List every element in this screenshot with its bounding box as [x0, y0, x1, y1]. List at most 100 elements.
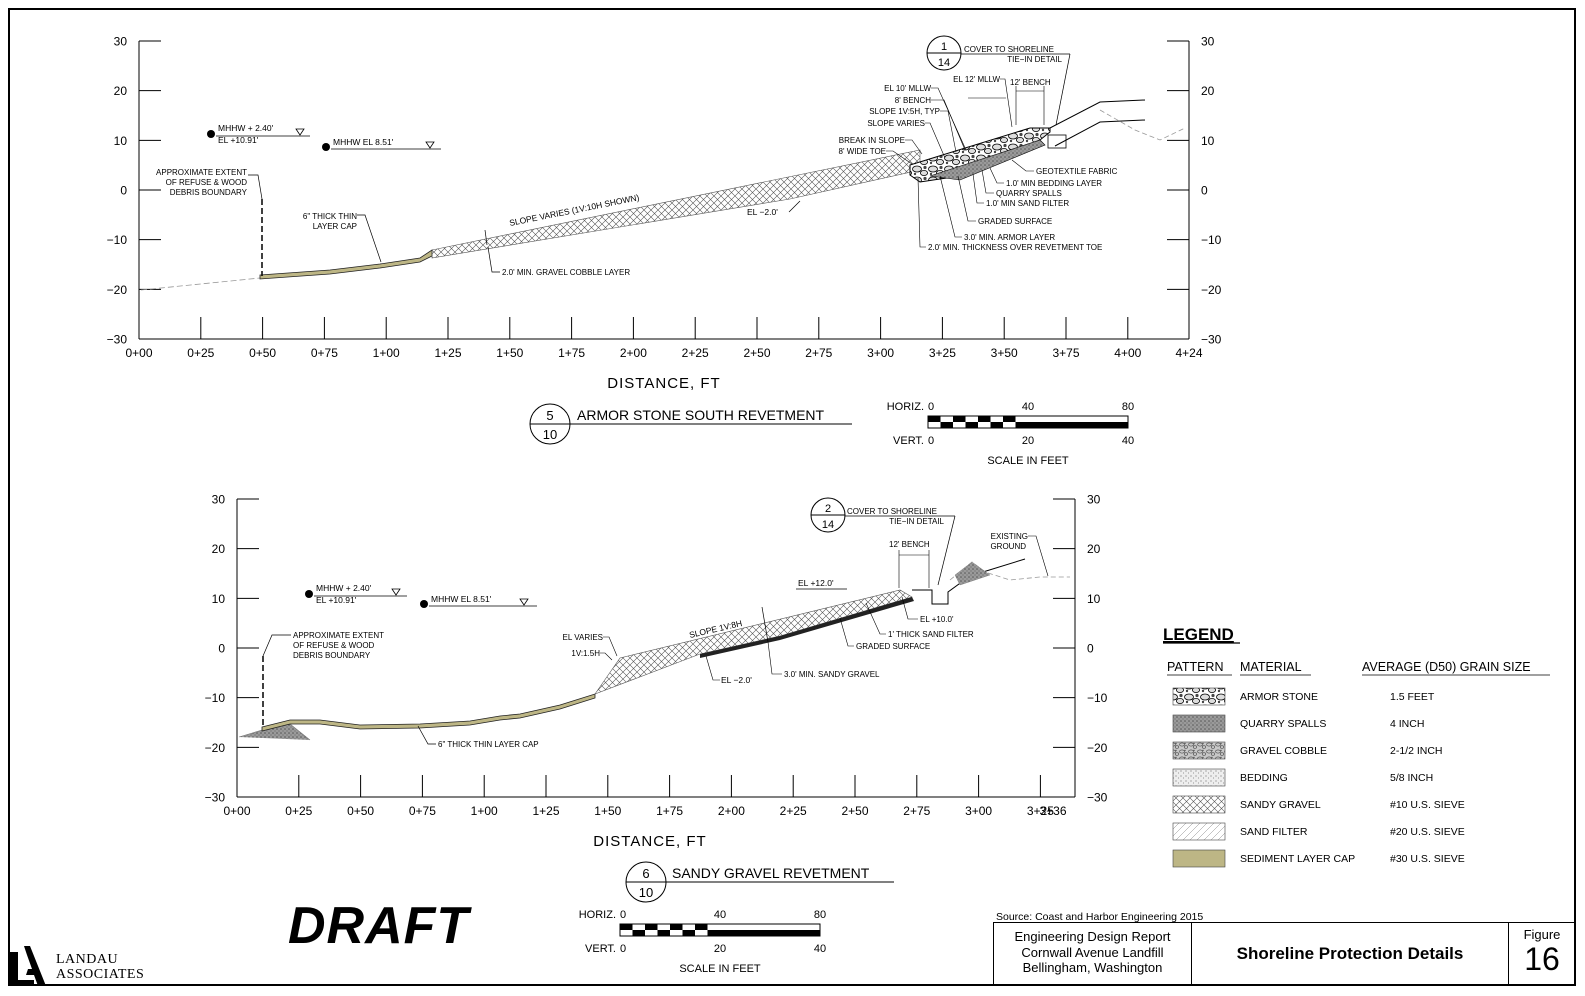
top-bench-box	[1047, 134, 1067, 149]
top-debris-note-2: OF REFUSE & WOOD	[166, 178, 248, 187]
top-upland-line	[1049, 99, 1146, 129]
scale-vert-value: 0	[620, 943, 626, 955]
top-slope-dim	[484, 229, 488, 246]
legend-size: #10 U.S. SIEVE	[1390, 799, 1465, 811]
top-el-12-mllw: EL 12' MLLW	[953, 75, 1000, 84]
bottom-graded-leader	[839, 617, 854, 647]
draft-label: DRAFT	[288, 897, 470, 955]
top-thin-cap-note-1: 6" THICK THIN	[303, 212, 357, 221]
bottom-xtick-label: 1+50	[594, 804, 621, 818]
bottom-sandy-gravel-note: 3.0' MIN. SANDY GRAVEL	[784, 670, 880, 679]
scale-bar-segment	[953, 416, 966, 422]
top-section-num: 5	[546, 408, 553, 423]
top-right-callouts: GEOTEXTILE FABRIC 1.0' MIN BEDDING LAYER…	[917, 159, 1118, 252]
scale-horiz-label: HORIZ.	[579, 909, 616, 921]
top-detail-text-2: TIE−IN DETAIL	[1007, 55, 1062, 64]
scale-horiz-label: HORIZ.	[887, 401, 924, 413]
top-ytick-label-left: −30	[107, 333, 128, 347]
title-block: Engineering Design Report Cornwall Avenu…	[993, 922, 1576, 986]
bottom-existing-mound	[954, 561, 991, 586]
top-revetment-toe: 2.0' MIN. THICKNESS OVER REVETMENT TOE	[928, 243, 1102, 252]
scale-bar-segment	[645, 924, 658, 930]
bottom-ytick-label-right: 20	[1087, 542, 1101, 556]
bottom-existing-ground-1: EXISTING	[991, 532, 1028, 541]
logo-line1: LANDAU	[56, 952, 119, 967]
bottom-debris-note-2: OF REFUSE & WOOD	[293, 641, 375, 650]
bottom-debris-leader	[262, 634, 291, 657]
top-12-bench: 12' BENCH	[1010, 78, 1051, 87]
scale-bar-segment	[965, 422, 978, 428]
top-xtick-label: 1+25	[434, 346, 461, 360]
bottom-ytick-label-left: −30	[205, 791, 226, 805]
legend-material: SEDIMENT LAYER CAP	[1240, 853, 1355, 865]
top-quarry-leader	[981, 169, 994, 194]
top-bench8-leader	[931, 99, 966, 151]
legend-size: 5/8 INCH	[1390, 772, 1433, 784]
top-mhhw-right-label: MHHW EL 8.51'	[333, 137, 394, 147]
source-note: Source: Coast and Harbor Engineering 201…	[996, 911, 1204, 923]
top-toe2-leader	[917, 177, 926, 248]
bottom-ytick-label-left: 10	[212, 592, 226, 606]
top-xtick-label: 2+25	[682, 346, 709, 360]
scale-horiz-value: 40	[1022, 401, 1034, 413]
top-ytick-label-left: 20	[114, 84, 128, 98]
top-xtick-label: 3+75	[1052, 346, 1079, 360]
bottom-12-bench: 12' BENCH	[889, 540, 930, 549]
bottom-el-varies: EL VARIES	[563, 633, 603, 642]
scale-horiz-value: 80	[814, 909, 826, 921]
top-slope-varies: SLOPE VARIES	[867, 119, 925, 128]
scale-vert-value: 40	[814, 943, 826, 955]
legend-size: 4 INCH	[1390, 718, 1424, 730]
report-info: Engineering Design Report Cornwall Avenu…	[994, 923, 1192, 985]
legend: LEGEND PATTERN MATERIAL AVERAGE (D50) GR…	[1163, 625, 1550, 868]
top-debris-note-3: DEBRIS BOUNDARY	[170, 188, 248, 197]
top-ytick-label-right: −30	[1201, 333, 1222, 347]
bottom-sand-filter-note: 1' THICK SAND FILTER	[888, 630, 974, 639]
company-logo: LANDAU ASSOCIATES	[6, 944, 156, 990]
report-line-3: Bellingham, Washington	[1022, 960, 1163, 975]
top-xtick-label: 1+75	[558, 346, 585, 360]
bottom-xtick-label: 2+00	[718, 804, 745, 818]
bottom-slope-leader	[600, 652, 613, 661]
bottom-xtick-label: 0+50	[347, 804, 374, 818]
bottom-mhhw-right-label: MHHW EL 8.51'	[431, 594, 492, 604]
top-gravel-leader	[487, 246, 500, 273]
scale-caption: SCALE IN FEET	[679, 963, 761, 975]
bottom-detail-text-2: TIE−IN DETAIL	[889, 517, 944, 526]
top-sand-filter: 1.0' MIN SAND FILTER	[986, 199, 1069, 208]
top-xtick-label: 0+00	[125, 346, 152, 360]
bottom-debris-note-3: DEBRIS BOUNDARY	[293, 651, 371, 660]
top-existing-right	[1099, 109, 1186, 141]
bottom-detail-num: 2	[825, 503, 831, 515]
figure-number: 16	[1524, 941, 1560, 977]
bottom-thin-cap-leader	[417, 725, 436, 745]
top-detail-num: 1	[941, 41, 947, 53]
bottom-detail-leader-v	[937, 515, 956, 586]
bottom-scale-bar: HORIZ. 0 40 80 VERT. 0 20 40 SCALE IN FEET	[579, 909, 826, 975]
top-mhhw-left-triangle	[295, 128, 305, 136]
bottom-ytick-label-right: 30	[1087, 493, 1101, 507]
bottom-el-plus12: EL +12.0'	[798, 578, 834, 588]
top-debris-note-1: APPROXIMATE EXTENT	[156, 168, 247, 177]
scale-vert-value: 0	[928, 435, 934, 447]
bottom-ytick-label-left: −10	[205, 691, 226, 705]
bottom-ytick-label-left: 20	[212, 542, 226, 556]
legend-swatch-bedding	[1172, 768, 1226, 787]
legend-material: BEDDING	[1240, 772, 1288, 784]
top-xtick-label: 3+50	[991, 346, 1018, 360]
scale-bar-segment	[720, 930, 820, 936]
scale-bar-segment	[1003, 416, 1016, 422]
bottom-1v15h: 1V:1.5H	[571, 649, 600, 658]
top-gravel-slope	[431, 149, 921, 259]
bottom-slope-dim	[761, 606, 769, 643]
scale-bar-segment	[632, 930, 645, 936]
top-mhhw-right-triangle	[425, 141, 435, 149]
legend-material: ARMOR STONE	[1240, 691, 1318, 703]
top-xtick-label: 3+00	[867, 346, 894, 360]
legend-size: 1.5 FEET	[1390, 691, 1435, 703]
top-xtick-label: 4+00	[1114, 346, 1141, 360]
scale-bar-segment	[670, 924, 683, 930]
top-ytick-label-right: 0	[1201, 184, 1208, 198]
bottom-graded-surface: GRADED SURFACE	[856, 642, 930, 651]
